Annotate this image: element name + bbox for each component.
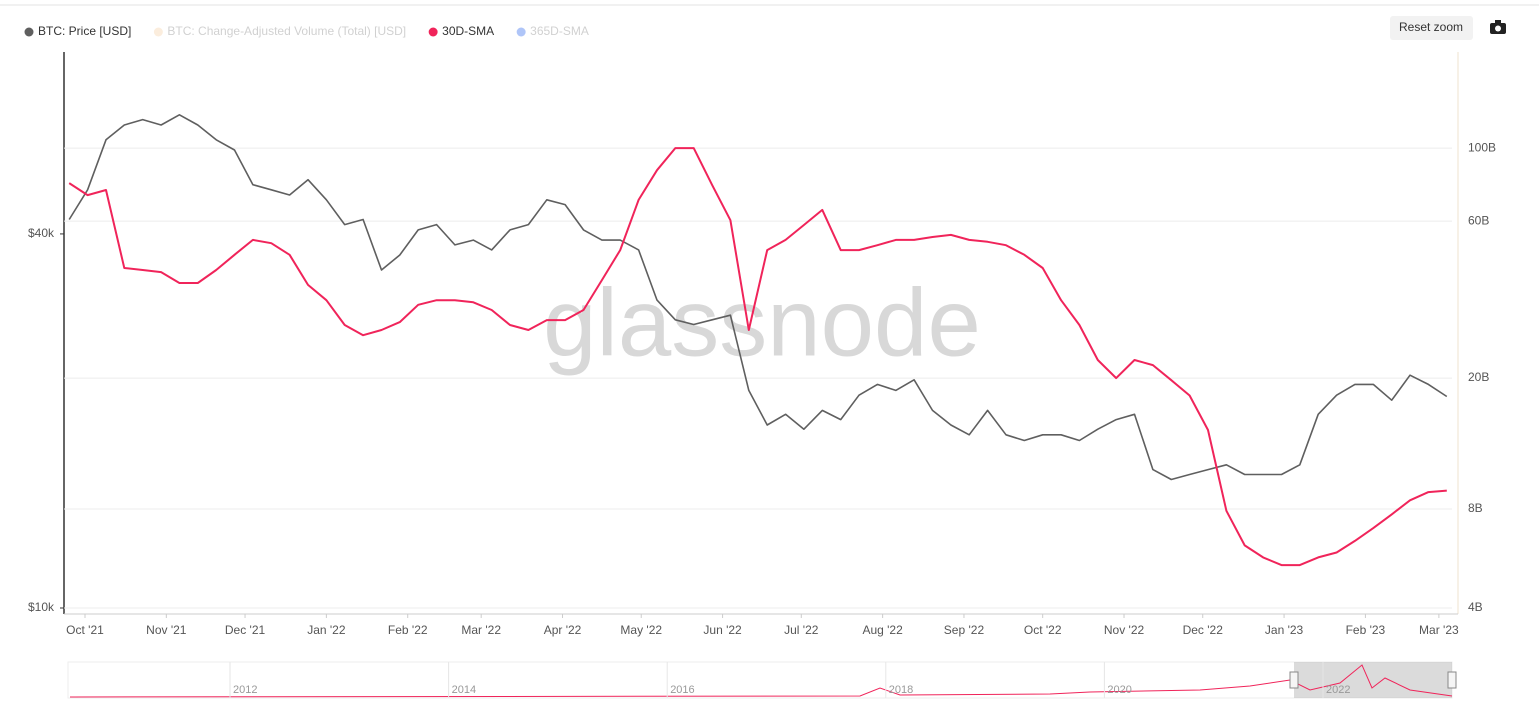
y-tick-label: $40k [28, 226, 55, 240]
navigator-label: 2018 [889, 684, 913, 696]
watermark: glassnode [543, 269, 981, 376]
y2-tick-label: 100B [1468, 140, 1496, 154]
series-line [68, 147, 1447, 567]
x-tick-label: May '22 [620, 623, 662, 637]
x-tick-label: Mar '22 [461, 623, 501, 637]
navigator-label: 2016 [670, 684, 694, 696]
x-tick-label: Oct '22 [1024, 623, 1062, 637]
y-tick-label: $10k [28, 600, 55, 614]
y2-tick-label: 4B [1468, 600, 1483, 614]
legend: BTC: Price [USD] BTC: Change-Adjusted Vol… [24, 24, 589, 38]
camera-icon[interactable] [1490, 20, 1506, 34]
x-tick-label: Oct '21 [66, 623, 104, 637]
x-tick-label: Feb '22 [388, 623, 428, 637]
x-tick-label: Jan '22 [307, 623, 346, 637]
x-tick-label: Nov '22 [1104, 623, 1145, 637]
x-tick-label: Mar '23 [1419, 623, 1459, 637]
legend-label: BTC: Change-Adjusted Volume (Total) [USD… [167, 24, 406, 38]
y2-tick-label: 20B [1468, 370, 1489, 384]
navigator [67, 661, 1457, 699]
x-tick-label: Feb '23 [1346, 623, 1386, 637]
legend-label: BTC: Price [USD] [38, 24, 131, 38]
legend-item[interactable]: BTC: Change-Adjusted Volume (Total) [USD… [153, 24, 406, 38]
legend-swatch [153, 27, 163, 37]
navigator-label: 2020 [1107, 684, 1131, 696]
legend-swatch [24, 27, 34, 37]
x-tick-label: Jul '22 [784, 623, 819, 637]
legend-item[interactable]: 30D-SMA [428, 24, 495, 38]
legend-item[interactable]: BTC: Price [USD] [24, 24, 132, 38]
x-tick-label: Sep '22 [944, 623, 985, 637]
legend-label: 365D-SMA [530, 24, 589, 38]
x-tick-label: Jan '23 [1265, 623, 1304, 637]
navigator-label: 2014 [452, 684, 476, 696]
legend-swatch [428, 27, 438, 37]
legend-item[interactable]: 365D-SMA [516, 24, 589, 38]
x-tick-label: Apr '22 [544, 623, 582, 637]
navigator-label: 2022 [1326, 684, 1350, 696]
y2-tick-label: 60B [1468, 213, 1489, 227]
navigator-label: 2012 [233, 684, 257, 696]
x-tick-label: Aug '22 [862, 623, 903, 637]
legend-swatch [516, 27, 526, 37]
x-tick-label: Dec '22 [1183, 623, 1224, 637]
reset-zoom-label: Reset zoom [1399, 20, 1463, 34]
legend-label: 30D-SMA [442, 24, 494, 38]
y2-tick-label: 8B [1468, 501, 1483, 515]
x-tick-label: Dec '21 [225, 623, 266, 637]
reset-zoom-button[interactable] [1390, 16, 1473, 40]
x-tick-label: Jun '22 [703, 623, 742, 637]
x-tick-label: Nov '21 [146, 623, 187, 637]
